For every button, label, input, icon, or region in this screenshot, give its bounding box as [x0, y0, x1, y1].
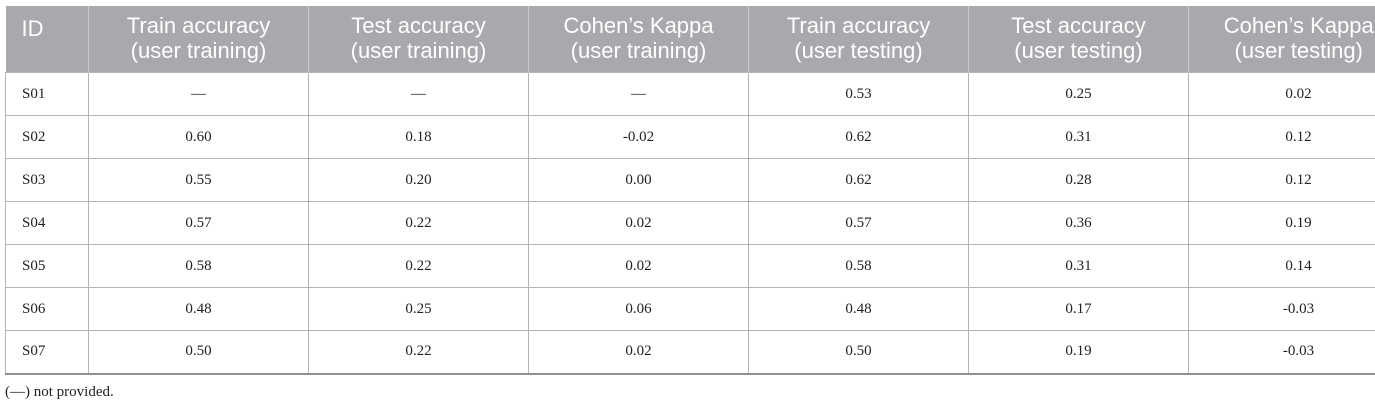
table-row: S06 0.48 0.25 0.06 0.48 0.17 -0.03	[5, 287, 1375, 331]
header-label-line1: Test accuracy	[1011, 13, 1146, 38]
table-cell: 0.60	[88, 115, 309, 159]
table-cell: 0.12	[1188, 115, 1375, 159]
header-train-accuracy-user-training: Train accuracy (user training)	[88, 6, 309, 73]
cell-id: S02	[5, 115, 89, 159]
table-cell: 0.25	[968, 72, 1189, 116]
header-cohens-kappa-user-training: Cohen’s Kappa (user training)	[528, 6, 749, 73]
header-cohens-kappa-user-testing: Cohen’s Kappa (user testing)	[1188, 6, 1375, 73]
table-cell: 0.02	[528, 201, 749, 245]
table-cell: 0.58	[748, 244, 969, 288]
table-row: S01 — — — 0.53 0.25 0.02	[5, 72, 1375, 116]
cell-id: S04	[5, 201, 89, 245]
table-cell: —	[308, 72, 529, 116]
header-label-line1: Cohen’s Kappa	[563, 13, 714, 38]
header-label-line2: (user training)	[570, 38, 707, 63]
cell-id: S07	[5, 330, 89, 375]
table-cell: 0.02	[528, 330, 749, 375]
table-cell: 0.02	[528, 244, 749, 288]
cell-id: S01	[5, 72, 89, 116]
header-label-line2: (user testing)	[1234, 38, 1363, 63]
table-cell: 0.50	[748, 330, 969, 375]
table-cell: -0.02	[528, 115, 749, 159]
table-cell: 0.36	[968, 201, 1189, 245]
table-cell: 0.62	[748, 115, 969, 159]
table-cell: 0.58	[88, 244, 309, 288]
table-cell: 0.55	[88, 158, 309, 202]
table-cell: 0.12	[1188, 158, 1375, 202]
table-cell: 0.22	[308, 330, 529, 375]
table-row: S07 0.50 0.22 0.02 0.50 0.19 -0.03	[5, 330, 1375, 375]
table-cell: 0.62	[748, 158, 969, 202]
table-cell: 0.48	[748, 287, 969, 331]
table-cell: 0.28	[968, 158, 1189, 202]
results-table: ID Train accuracy (user training) Test a…	[5, 6, 1375, 375]
table-cell: 0.19	[1188, 201, 1375, 245]
table-cell: 0.31	[968, 244, 1189, 288]
results-table-container: ID Train accuracy (user training) Test a…	[5, 6, 1375, 375]
table-cell: 0.57	[748, 201, 969, 245]
table-body: S01 — — — 0.53 0.25 0.02 S02 0.60 0.18 -…	[5, 72, 1375, 375]
table-cell: -0.03	[1188, 330, 1375, 375]
table-header: ID Train accuracy (user training) Test a…	[5, 6, 1375, 73]
cell-id: S05	[5, 244, 89, 288]
table-cell: 0.14	[1188, 244, 1375, 288]
table-cell: -0.03	[1188, 287, 1375, 331]
header-label-line1: Test accuracy	[351, 13, 486, 38]
table-cell: 0.06	[528, 287, 749, 331]
table-cell: 0.22	[308, 201, 529, 245]
table-cell: 0.22	[308, 244, 529, 288]
table-cell: 0.48	[88, 287, 309, 331]
header-label-line1: Train accuracy	[786, 13, 931, 38]
table-cell: 0.53	[748, 72, 969, 116]
table-cell: 0.31	[968, 115, 1189, 159]
header-test-accuracy-user-testing: Test accuracy (user testing)	[968, 6, 1189, 73]
header-label-line2: (user testing)	[1014, 38, 1143, 63]
header-label-line2: (user testing)	[794, 38, 923, 63]
header-label-line1: Cohen’s Kappa	[1223, 13, 1374, 38]
table-row: S03 0.55 0.20 0.00 0.62 0.28 0.12	[5, 158, 1375, 202]
table-cell: 0.57	[88, 201, 309, 245]
table-footnote: (—) not provided.	[5, 384, 114, 400]
table-cell: —	[528, 72, 749, 116]
table-row: S04 0.57 0.22 0.02 0.57 0.36 0.19	[5, 201, 1375, 245]
table-cell: 0.00	[528, 158, 749, 202]
header-label-line2: (user training)	[130, 38, 267, 63]
table-cell: 0.19	[968, 330, 1189, 375]
header-label-line2: (user training)	[350, 38, 487, 63]
header-label-line1: Train accuracy	[126, 13, 271, 38]
header-train-accuracy-user-testing: Train accuracy (user testing)	[748, 6, 969, 73]
table-cell: —	[88, 72, 309, 116]
table-cell: 0.18	[308, 115, 529, 159]
table-row: S05 0.58 0.22 0.02 0.58 0.31 0.14	[5, 244, 1375, 288]
table-cell: 0.02	[1188, 72, 1375, 116]
header-row: ID Train accuracy (user training) Test a…	[5, 6, 1375, 73]
table-cell: 0.25	[308, 287, 529, 331]
cell-id: S03	[5, 158, 89, 202]
header-id: ID	[5, 6, 89, 73]
table-row: S02 0.60 0.18 -0.02 0.62 0.31 0.12	[5, 115, 1375, 159]
header-test-accuracy-user-training: Test accuracy (user training)	[308, 6, 529, 73]
table-cell: 0.17	[968, 287, 1189, 331]
header-id-label: ID	[21, 16, 44, 41]
table-cell: 0.20	[308, 158, 529, 202]
table-cell: 0.50	[88, 330, 309, 375]
cell-id: S06	[5, 287, 89, 331]
